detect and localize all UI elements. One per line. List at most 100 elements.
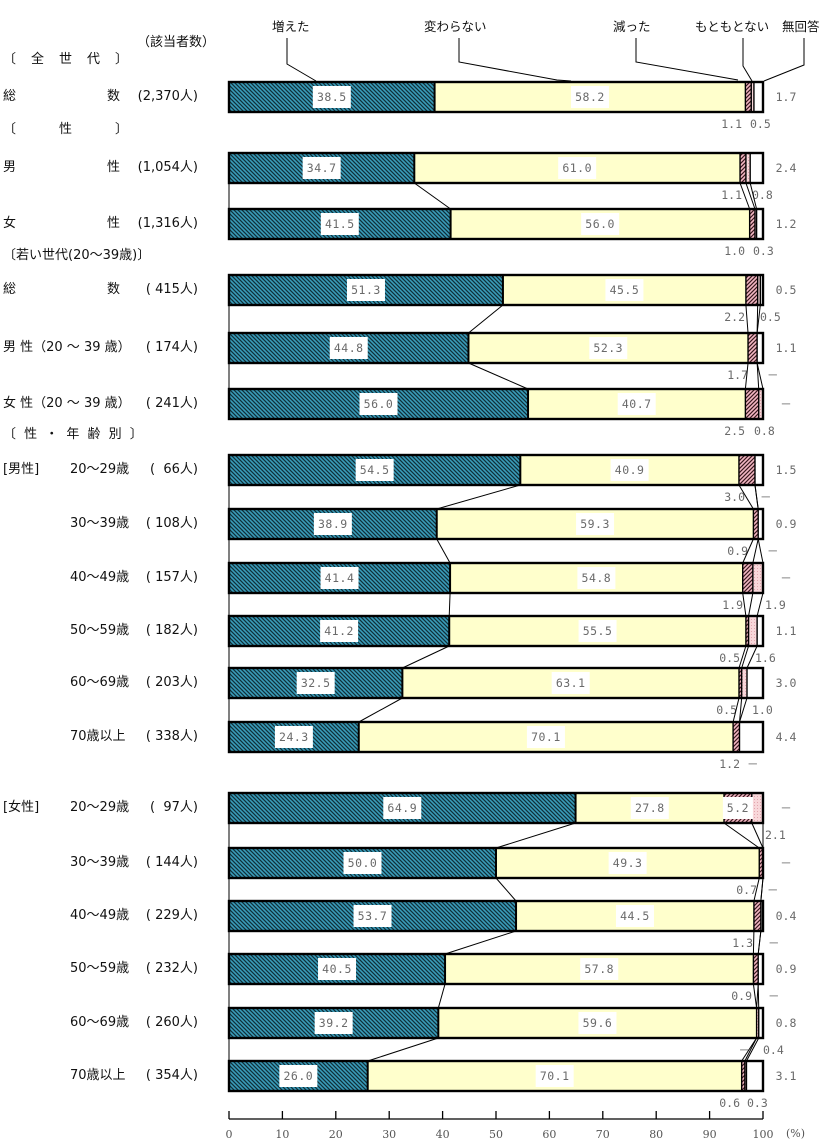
row-category-label: 60～69歳 <box>70 675 130 690</box>
svg-text:40.7: 40.7 <box>622 397 652 411</box>
bar-outline <box>227 151 765 185</box>
bar-segment-no-answer <box>754 455 763 485</box>
connector-line <box>742 538 754 564</box>
svg-text:24.3: 24.3 <box>279 730 309 744</box>
value-label-unchanged: 55.5 <box>578 620 617 642</box>
connector-line <box>756 304 761 334</box>
connector-line <box>757 538 764 564</box>
row-category-label: 男 性（20 ～ 39 歳） <box>3 340 131 355</box>
bar-segment-decreased <box>742 563 753 593</box>
bar-segment-decreased <box>733 722 740 752</box>
svg-text:38.5: 38.5 <box>317 90 347 104</box>
bar-row <box>227 899 765 933</box>
value-label-increased: 56.0 <box>359 393 398 415</box>
legend-leader-line <box>286 38 317 82</box>
value-label-no-answer: 0.9 <box>776 962 797 976</box>
svg-text:59.3: 59.3 <box>580 517 610 531</box>
value-label-decreased: 1.7 <box>727 368 748 382</box>
value-label-unchanged: 56.0 <box>581 213 620 235</box>
connector-line <box>756 362 764 390</box>
svg-text:55.5: 55.5 <box>583 624 613 638</box>
value-label-increased: 51.3 <box>346 279 385 301</box>
value-label-unchanged: 45.5 <box>605 279 644 301</box>
bar-segment-decreased <box>759 848 763 878</box>
value-label-unchanged: 70.1 <box>535 1065 574 1087</box>
legend-leader-line <box>742 38 753 82</box>
bar-segment-decreased <box>745 389 759 419</box>
bar-segment-none-originally <box>748 616 758 646</box>
connector-line <box>746 1037 760 1062</box>
svg-text:58.2: 58.2 <box>575 90 605 104</box>
row-respondent-count: ( 66人) <box>150 462 198 477</box>
value-label-unchanged: 59.3 <box>576 513 615 535</box>
bar-outline <box>227 507 765 541</box>
bar-segment-no-answer <box>760 275 763 305</box>
connector-line <box>751 822 764 849</box>
bar-segment-no-answer <box>746 1061 763 1091</box>
value-label-decreased: － <box>739 1043 751 1057</box>
connector-line <box>749 182 758 210</box>
row-group-label: [女性] <box>3 800 40 815</box>
bar-segment-decreased <box>740 153 746 183</box>
value-label-increased: 44.8 <box>329 337 368 359</box>
connector-line <box>753 877 760 902</box>
row-respondent-count: ( 182人) <box>145 623 198 638</box>
connector-line <box>448 592 451 617</box>
row-respondent-count: ( 260人) <box>145 1015 198 1030</box>
row-category-label: 女 性 <box>3 216 121 231</box>
legend-none-originally: もともとない <box>695 19 770 34</box>
row-category-label: 40～49歳 <box>70 570 130 585</box>
value-label-decreased: 0.9 <box>727 544 748 558</box>
connector-line <box>436 538 451 564</box>
bar-segment-no-answer <box>750 153 763 183</box>
connector-line <box>495 877 517 902</box>
connector-line <box>437 983 446 1009</box>
x-tick-label: 50 <box>489 1128 503 1141</box>
svg-text:59.6: 59.6 <box>583 1016 613 1030</box>
section-header-young: 〔若い世代(20～39歳)〕 <box>3 248 151 263</box>
value-label-none-originally: － <box>767 368 779 382</box>
value-label-decreased: 2.5 <box>724 424 745 438</box>
value-label-none-originally: 0.3 <box>747 1096 768 1110</box>
connector-line <box>739 182 751 210</box>
value-label-decreased: 1.0 <box>724 244 745 258</box>
value-label-increased: 64.9 <box>383 797 422 819</box>
value-label-none-originally: 2.1 <box>765 828 786 842</box>
svg-text:44.8: 44.8 <box>334 341 364 355</box>
connector-line <box>739 697 743 723</box>
bar-segment-no-answer <box>746 668 763 698</box>
row-category-label: 総 数 <box>3 89 121 104</box>
bar-segment-no-answer <box>753 82 763 112</box>
x-tick-label: 40 <box>436 1128 450 1141</box>
value-label-unchanged: 57.8 <box>580 958 619 980</box>
bar-outline <box>227 331 765 365</box>
svg-text:39.2: 39.2 <box>319 1016 349 1030</box>
row-respondent-count: ( 415人) <box>145 282 198 297</box>
value-label-no-answer: － <box>780 801 792 815</box>
connector-line <box>756 362 760 390</box>
svg-text:27.8: 27.8 <box>635 801 665 815</box>
bar-segment-none-originally <box>754 209 757 239</box>
value-label-increased: 38.9 <box>313 513 352 535</box>
connector-line <box>739 697 748 723</box>
bar-segment-none-originally <box>751 82 754 112</box>
value-label-increased: 26.0 <box>279 1065 318 1087</box>
value-label-increased: 53.7 <box>353 905 392 927</box>
value-label-no-answer: 0.8 <box>776 1016 797 1030</box>
connector-line <box>752 538 759 564</box>
x-tick-label: 30 <box>382 1128 396 1141</box>
value-label-none-originally: 0.5 <box>760 310 781 324</box>
value-label-unchanged: 54.8 <box>577 567 616 589</box>
svg-text:56.0: 56.0 <box>585 217 615 231</box>
x-tick-label: 10 <box>275 1128 289 1141</box>
value-label-unchanged: 44.5 <box>615 905 654 927</box>
section-header-sex: 〔 性 〕 <box>3 122 130 137</box>
connector-line <box>436 484 521 510</box>
value-label-decreased: 0.6 <box>719 1096 740 1110</box>
value-label-increased: 54.5 <box>355 459 394 481</box>
svg-text:26.0: 26.0 <box>283 1069 313 1083</box>
bar-segment-no-answer <box>758 954 763 984</box>
value-label-increased: 39.2 <box>314 1012 353 1034</box>
